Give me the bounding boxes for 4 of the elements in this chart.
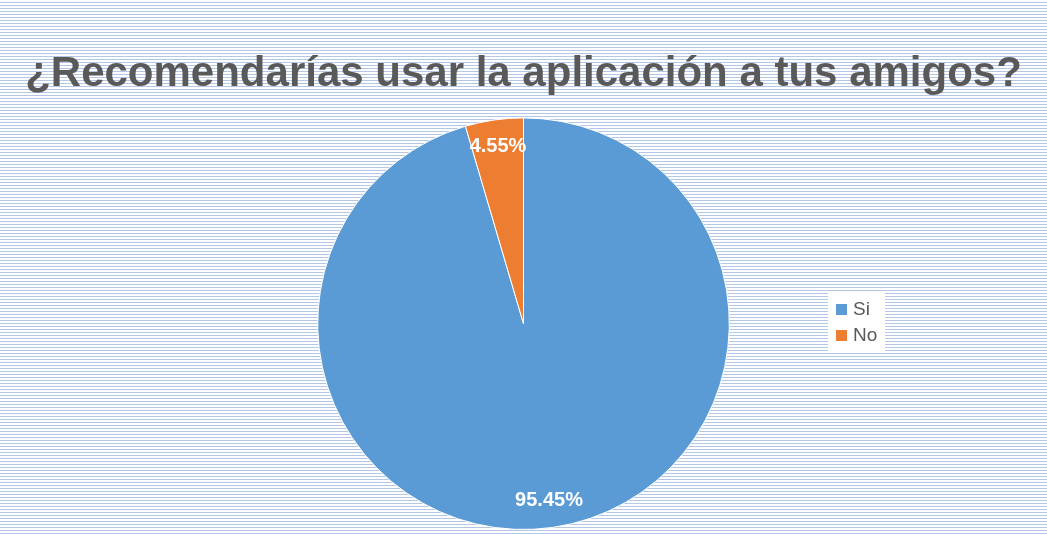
chart-title: ¿Recomendarías usar la aplicación a tus amigos?: [25, 47, 1022, 95]
legend-label: No: [853, 323, 878, 347]
legend-label: Si: [853, 297, 870, 321]
data-label: 95.45%: [515, 488, 584, 511]
